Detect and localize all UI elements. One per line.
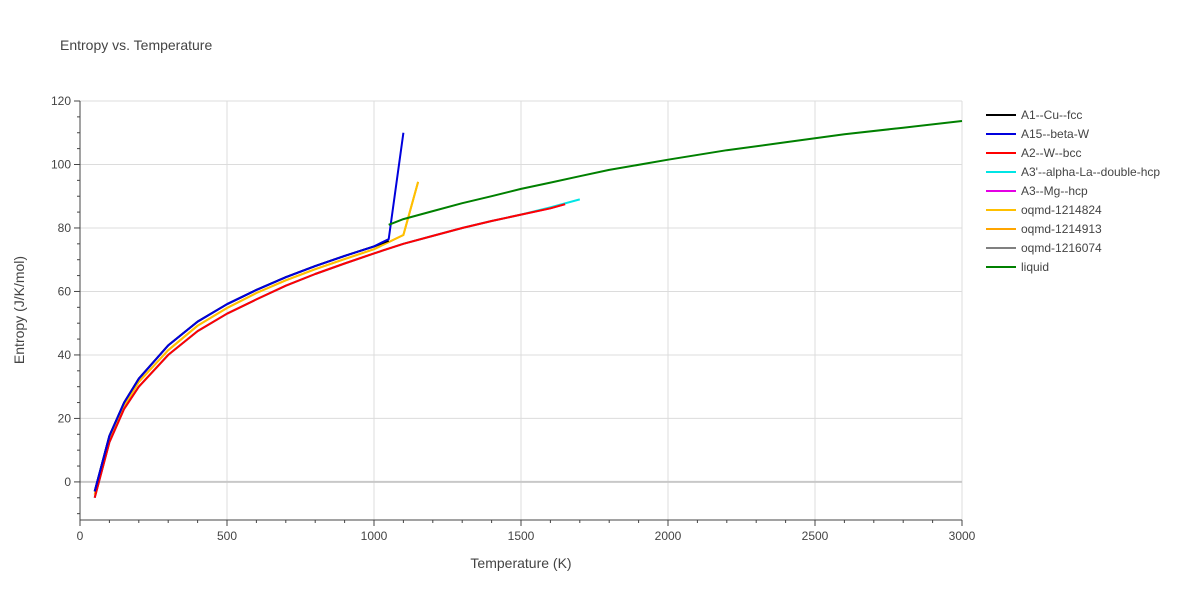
y-tick-label: 0 — [64, 475, 71, 489]
series-line-A3'--alpha-La--double-hcp — [93, 198, 581, 499]
legend-label: A1--Cu--fcc — [1021, 108, 1082, 122]
x-tick-label: 1500 — [508, 529, 535, 543]
series-layer — [93, 120, 963, 499]
series-line-oqmd-1214913 — [93, 181, 420, 495]
series-line-oqmd-1216074 — [93, 239, 390, 492]
chart-title: Entropy vs. Temperature — [60, 37, 212, 53]
x-tick-label: 3000 — [949, 529, 976, 543]
legend-label: liquid — [1021, 260, 1049, 274]
y-axis-label: Entropy (J/K/mol) — [11, 256, 27, 364]
legend-label: A15--beta-W — [1021, 127, 1090, 141]
x-tick-label: 500 — [217, 529, 237, 543]
legend-label: A3'--alpha-La--double-hcp — [1021, 165, 1160, 179]
series-line-A1--Cu--fcc — [93, 239, 390, 492]
series-line-A15--beta-W — [93, 132, 405, 492]
axes: 0 500 1000 1500 2000 2500 3000 0 20 40 60 80 100 120 — [51, 94, 976, 543]
y-tick-label: 20 — [58, 411, 72, 425]
y-tick-label: 60 — [58, 284, 72, 298]
legend-label: oqmd-1214913 — [1021, 222, 1102, 236]
y-tick-label: 40 — [58, 348, 72, 362]
legend: A1--Cu--fcc A15--beta-W A2--W--bcc A3'--alp… — [986, 108, 1160, 274]
legend-label: oqmd-1216074 — [1021, 241, 1102, 255]
legend-label: A3--Mg--hcp — [1021, 184, 1088, 198]
x-tick-label: 2000 — [655, 529, 682, 543]
x-axis-label: Temperature (K) — [470, 555, 571, 571]
legend-label: oqmd-1214824 — [1021, 203, 1102, 217]
x-tick-label: 1000 — [361, 529, 388, 543]
y-tick-label: 80 — [58, 221, 72, 235]
series-line-A3--Mg--hcp — [93, 203, 566, 499]
grid — [80, 100, 963, 520]
legend-label: A2--W--bcc — [1021, 146, 1081, 160]
series-line-liquid — [388, 120, 963, 226]
series-line-A2--W--bcc — [93, 203, 566, 499]
y-tick-label: 120 — [51, 94, 71, 108]
x-tick-label: 0 — [77, 529, 84, 543]
x-tick-label: 2500 — [802, 529, 829, 543]
series-line-oqmd-1214824 — [93, 181, 420, 495]
y-tick-label: 100 — [51, 157, 71, 171]
